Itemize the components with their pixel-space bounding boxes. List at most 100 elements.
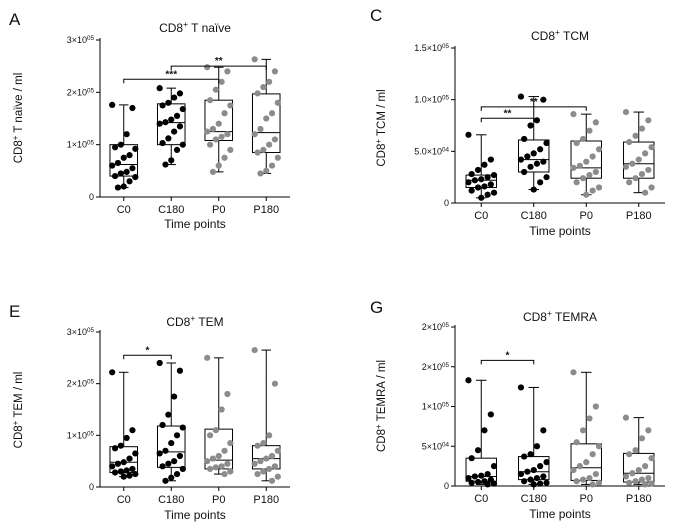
data-point [254,442,261,449]
data-point [638,435,646,442]
y-tick-label-part: 3×10 [67,327,87,337]
data-point [218,406,225,413]
panel-letter: A [9,10,21,29]
y-tick-label-part: 2×10 [67,379,87,389]
data-point [527,122,534,129]
data-point [257,458,264,465]
y-tick-label-part: 5×10 [422,441,442,451]
y-axis-label-part: CD8 [376,144,388,167]
y-tick-label-part: 05 [442,322,450,329]
data-point [527,163,534,170]
data-point [176,452,184,460]
y-tick-label: 2×1005 [422,322,450,333]
data-point [123,168,130,175]
data-point [484,174,491,181]
data-point [179,105,186,113]
data-point [524,468,531,475]
data-point [263,167,270,174]
significance-label: *** [165,69,177,80]
data-point [465,131,472,138]
data-point [156,120,163,127]
data-point [626,479,633,486]
chart-title-part: + [190,313,195,323]
data-point [159,139,166,147]
chart-title-part: TCM [560,29,589,43]
y-tick-label: 5.0×1004 [414,146,449,157]
data-point [481,183,488,190]
data-point [218,78,225,85]
x-tick-label: C0 [117,494,131,506]
data-point [224,390,231,398]
data-point [626,179,633,186]
y-axis-label-part: + [374,424,383,429]
data-point [537,480,544,487]
data-point [648,184,655,191]
x-axis-label: Time points [164,217,226,231]
data-point [274,154,281,161]
data-point [173,432,181,439]
chart-title: CD8+ TEM [166,313,223,329]
data-point [209,455,217,462]
data-point [632,132,639,139]
data-point [648,144,655,151]
chart-title-part: T naïve [188,21,231,35]
data-point [126,178,133,185]
y-axis-label-part: + [374,139,383,144]
data-point [212,136,219,143]
y-tick-label-part: 05 [442,401,450,408]
data-point [114,159,122,167]
box [251,93,281,154]
y-tick-label-part: 05 [87,430,95,437]
data-point [204,64,211,71]
data-point [632,478,639,485]
data-point [592,403,599,410]
y-tick-label-part: 2×10 [422,322,442,332]
data-point [622,108,630,116]
data-point [266,141,273,148]
data-point [162,447,169,454]
chart-title-part: TEM [195,315,223,329]
box [570,443,602,481]
y-tick-label: 3×1005 [67,327,95,338]
y-axis-label-part: T naïve / ml [13,73,25,136]
data-point [204,128,211,135]
data-point [179,141,186,148]
data-point [570,467,577,474]
x-tick-label: C180 [158,204,184,216]
data-point [490,480,498,487]
data-point [168,116,175,123]
y-tick-label: 3×1005 [67,35,95,46]
y-axis-label: CD8+ TCM / ml [374,89,389,166]
chart-title-part: CD8 [166,315,190,329]
y-axis-label-part: TEMRA / ml [376,360,388,424]
y-axis-label-part: TCM / ml [376,89,388,139]
data-point [274,447,281,454]
data-point [586,127,593,134]
data-point [165,460,172,467]
data-point [530,481,537,488]
y-tick-label-part: 0 [89,482,94,492]
data-point [257,125,264,133]
data-point [221,154,228,161]
data-point [254,90,261,97]
y-tick-label: 0 [89,192,94,202]
data-point [540,427,547,434]
data-point [521,453,528,460]
data-point [638,125,646,132]
data-point [227,146,234,153]
data-point [642,189,649,196]
data-point [168,157,175,164]
data-point [165,99,172,106]
data-point [129,165,136,172]
data-point [465,377,472,384]
panel-letter: E [9,302,20,321]
data-point [215,452,222,460]
data-point [227,468,234,475]
data-point [521,135,528,143]
data-point [521,478,528,485]
y-tick-label-part: 05 [87,139,95,146]
significance-label: ** [215,56,223,67]
box [465,457,497,482]
data-point [589,451,596,458]
